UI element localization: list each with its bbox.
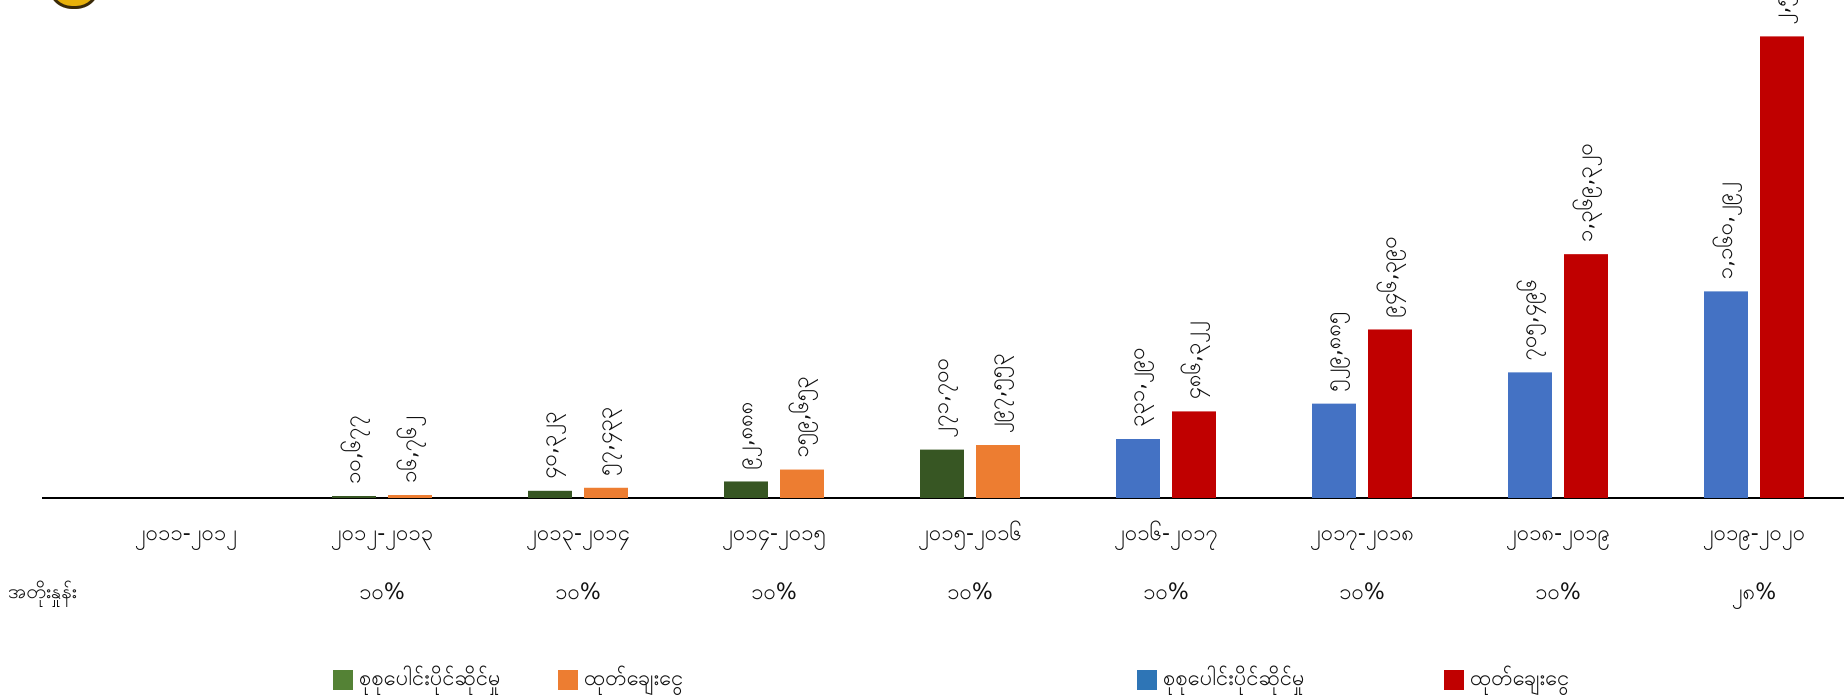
legend-swatch <box>558 669 578 690</box>
legend-swatch <box>1444 669 1464 690</box>
bar-total-assets-7 <box>1508 372 1552 498</box>
rate-label-8: ၂၈% <box>1732 580 1776 609</box>
legend-item-loans-late: ထုတ်ချေးငွေ <box>1444 663 1569 696</box>
rate-label-3: ၁၀% <box>751 580 797 605</box>
bar-loans-1 <box>388 495 432 498</box>
legend-label: ထုတ်ချေးငွေ <box>1470 666 1570 691</box>
category-label-1: ၂၀၁၂-၂၀၁၃ <box>331 521 433 550</box>
bar-loans-7 <box>1564 254 1608 498</box>
data-label-loans-2: ၅၇,၄၃၃ <box>593 407 622 476</box>
legend-label: ထုတ်ချေးငွေ <box>584 666 684 691</box>
data-label-total-assets-5: ၃၃၁,၂၉၀ <box>1125 347 1154 427</box>
legend-label: စုစုပေါင်းပိုင်ဆိုင်မှု <box>359 666 501 691</box>
data-label-loans-3: ၁၅၉,၆၅၃ <box>788 376 818 457</box>
rate-label-6: ၁၀% <box>1339 580 1385 605</box>
bar-total-assets-3 <box>724 481 768 498</box>
rate-label-4: ၁၀% <box>947 580 993 605</box>
bar-loans-5 <box>1172 411 1216 498</box>
legend-swatch <box>1137 669 1157 690</box>
data-label-loans-5: ၄၈၆,၃၂၂ <box>1180 321 1210 399</box>
bar-loans-6 <box>1368 329 1412 498</box>
bar-total-assets-8 <box>1704 291 1748 498</box>
data-label-loans-6: ၉၄၆,၃၉၀ <box>1376 236 1406 317</box>
data-label-total-assets-7: ၇၀၅,၄၉၆ <box>1516 279 1546 360</box>
category-label-8: ၂၀၁၉-၂၀၂၀ <box>1703 521 1805 550</box>
category-label-7: ၂၀၁၈-၂၀၁၉ <box>1506 521 1610 550</box>
data-label-total-assets-6: ၅၂၉,၈၈၅ <box>1321 312 1350 392</box>
category-label-2: ၂၀၁၃-၂၀၁၄ <box>526 521 630 550</box>
bar-total-assets-4 <box>920 449 964 498</box>
category-label-0: ၂၀၁၁-၂၀၁၂ <box>135 521 237 550</box>
category-label-5: ၂၀၁၆-၂၀၁၇ <box>1114 520 1218 550</box>
data-label-total-assets-2: ၄၀,၃၂၃ <box>537 412 566 479</box>
legend-label: စုစုပေါင်းပိုင်ဆိုင်မှု <box>1163 666 1305 691</box>
category-label-4: ၂၀၁၅-၂၀၁၆ <box>918 520 1022 550</box>
data-label-loans-1: ၁၆,၇၆၂ <box>396 416 426 483</box>
data-label-total-assets-3: ၉၂,၈၈၈ <box>733 402 762 470</box>
bar-loans-4 <box>976 445 1020 498</box>
category-label-6: ၂၀၁၇-၂၀၁၈ <box>1310 521 1414 550</box>
rate-label-5: ၁၀% <box>1143 580 1189 605</box>
legend-swatch <box>333 669 353 690</box>
bar-total-assets-1 <box>332 496 376 498</box>
rate-label-7: ၁၀% <box>1535 580 1581 605</box>
data-label-loans-7: ၁,၃၆၉,၃၂၀ <box>1572 143 1602 242</box>
rate-label-1: ၁၀% <box>359 580 405 605</box>
bar-loans-3 <box>780 469 824 498</box>
bar-loans-2 <box>584 487 628 498</box>
data-label-loans-8: ၂,၅၉၂,၂၀၆ <box>1768 0 1798 24</box>
data-label-total-assets-8: ၁,၁၆၀,၂၉၂ <box>1712 182 1742 279</box>
category-label-3: ၂၀၁၄-၂၀၁၅ <box>722 521 826 550</box>
rate-label-2: ၁၀% <box>555 580 601 605</box>
legend-item-total-assets-early: စုစုပေါင်းပိုင်ဆိုင်မှု <box>333 663 501 696</box>
bar-loans-8 <box>1760 36 1804 498</box>
bar-total-assets-6 <box>1312 403 1356 498</box>
data-label-total-assets-1: ၁၀,၆၇၇ <box>340 415 370 484</box>
data-label-loans-4: ၂၉၇,၅၅၃ <box>985 353 1014 433</box>
bar-total-assets-2 <box>528 490 572 498</box>
legend-item-loans-early: ထုတ်ချေးငွေ <box>558 663 683 696</box>
rate-row-label: အတိုးနှုန်း <box>8 579 77 603</box>
data-label-total-assets-4: ၂၇၁,၇၀၀ <box>929 358 958 438</box>
bar-total-assets-5 <box>1116 439 1160 498</box>
legend-item-total-assets-late: စုစုပေါင်းပိုင်ဆိုင်မှု <box>1137 663 1305 696</box>
